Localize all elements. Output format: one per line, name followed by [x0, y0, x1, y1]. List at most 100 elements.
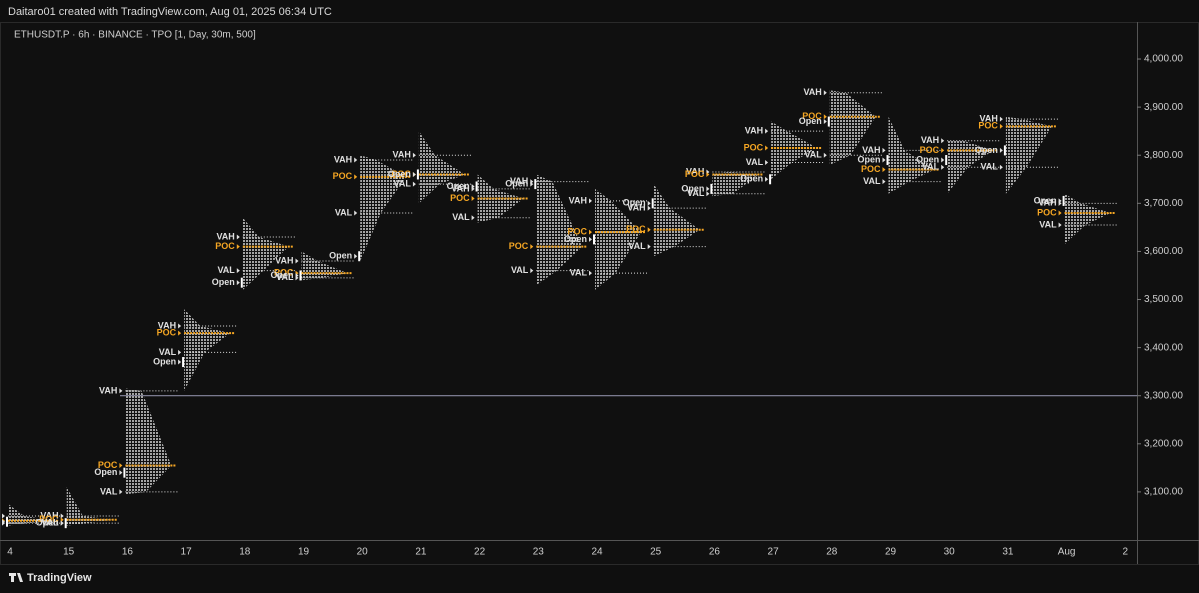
poc-arrow [530, 244, 534, 250]
poc-label: POC [685, 169, 705, 179]
vah-label: VAH [334, 154, 352, 164]
y-tick-label: 3,700.00 [1144, 198, 1183, 209]
vah-label: VAH [510, 176, 528, 186]
val-label: VAL [570, 267, 588, 277]
open-marker [64, 518, 67, 529]
tpo-profile [536, 174, 583, 286]
open-label: Open [36, 518, 59, 528]
header: Daitaro01 created with TradingView.com, … [8, 6, 332, 18]
open-marker [416, 169, 419, 180]
vah-arrow [941, 138, 945, 144]
poc-label: POC [157, 328, 177, 338]
poc-label: POC [920, 145, 940, 155]
open-label: Open [505, 178, 528, 188]
vah-label: VAH [158, 320, 176, 330]
poc-arrow [178, 330, 182, 336]
vah-label: VAH [745, 126, 763, 136]
open-arrow [647, 200, 651, 206]
poc-label: POC [626, 224, 646, 234]
vah-label: VAH [803, 87, 821, 97]
val-arrow [823, 152, 827, 158]
open-marker [651, 198, 654, 209]
val-arrow [999, 164, 1003, 170]
val-arrow [412, 181, 416, 187]
open-arrow [2, 519, 5, 525]
x-tick-label: 4 [7, 547, 13, 558]
open-arrow [178, 359, 182, 365]
open-marker [593, 234, 595, 245]
y-tick-label: 4,000.00 [1144, 54, 1183, 65]
vah-label: VAH [1038, 198, 1056, 208]
open-marker [358, 251, 361, 262]
x-tick-label: 21 [415, 547, 427, 558]
open-label: Open [799, 116, 822, 126]
val-arrow [530, 268, 534, 274]
open-label: Open [975, 145, 998, 155]
open-label: Open [681, 183, 704, 193]
open-label: Open [564, 234, 587, 244]
x-tick-label: 26 [709, 547, 721, 558]
poc-arrow [60, 517, 64, 523]
vah-label: VAH [686, 166, 704, 176]
val-label: VAL [335, 207, 353, 217]
open-marker [1003, 145, 1006, 156]
y-tick-label: 3,400.00 [1144, 342, 1183, 353]
poc-arrow [706, 171, 710, 177]
y-tick-label: 3,600.00 [1144, 246, 1183, 257]
open-arrow [1058, 198, 1062, 204]
tpo-profile [595, 188, 641, 290]
vah-arrow [589, 198, 592, 204]
open-label: Open [623, 198, 646, 208]
open-arrow [530, 181, 534, 187]
vah-arrow [119, 388, 123, 394]
tpo-profile [184, 309, 231, 391]
open-label: Open [857, 154, 880, 164]
val-arrow [1058, 222, 1062, 228]
vah-arrow [647, 205, 651, 211]
open-arrow [765, 176, 769, 182]
poc-label: POC [509, 241, 529, 251]
val-arrow [354, 210, 358, 216]
x-tick-label: 16 [122, 547, 134, 558]
open-label: Open [916, 154, 939, 164]
poc-label: POC [1037, 207, 1057, 217]
tpo-profile [1064, 193, 1111, 245]
tpo-profile [829, 90, 876, 165]
vah-arrow [2, 513, 5, 519]
x-tick-label: 25 [650, 547, 662, 558]
tpo-profile [66, 487, 113, 526]
tpo-profile [771, 121, 818, 180]
x-tick-label: 2 [1123, 547, 1129, 558]
vah-arrow [882, 147, 886, 153]
open-label: Open [740, 174, 763, 184]
val-arrow [941, 164, 945, 170]
vah-arrow [236, 234, 240, 240]
y-tick-label: 3,300.00 [1144, 390, 1183, 401]
vah-label: VAH [216, 231, 234, 241]
val-label: VAL [276, 272, 294, 282]
tpo-profile [1005, 116, 1052, 194]
x-tick-label: 19 [298, 547, 310, 558]
val-label: VAL [863, 176, 881, 186]
val-arrow [882, 179, 886, 185]
poc-arrow [119, 462, 123, 468]
val-arrow [589, 270, 592, 276]
open-label: Open [1034, 195, 1057, 205]
x-tick-label: 18 [239, 547, 251, 558]
val-label: VAL [100, 486, 118, 496]
val-label: VAL [746, 157, 764, 167]
poc-arrow [823, 114, 827, 120]
val-label: VAL [804, 150, 822, 160]
val-label: VAL [628, 241, 646, 251]
y-tick-label: 3,100.00 [1144, 487, 1183, 498]
open-marker [123, 467, 126, 478]
vah-arrow [178, 323, 182, 329]
open-arrow [823, 119, 827, 125]
vah-arrow [765, 128, 769, 134]
logo [9, 573, 23, 582]
open-label: Open [94, 467, 117, 477]
val-label: VAL [687, 188, 705, 198]
open-marker [827, 116, 830, 127]
open-marker [769, 174, 772, 185]
